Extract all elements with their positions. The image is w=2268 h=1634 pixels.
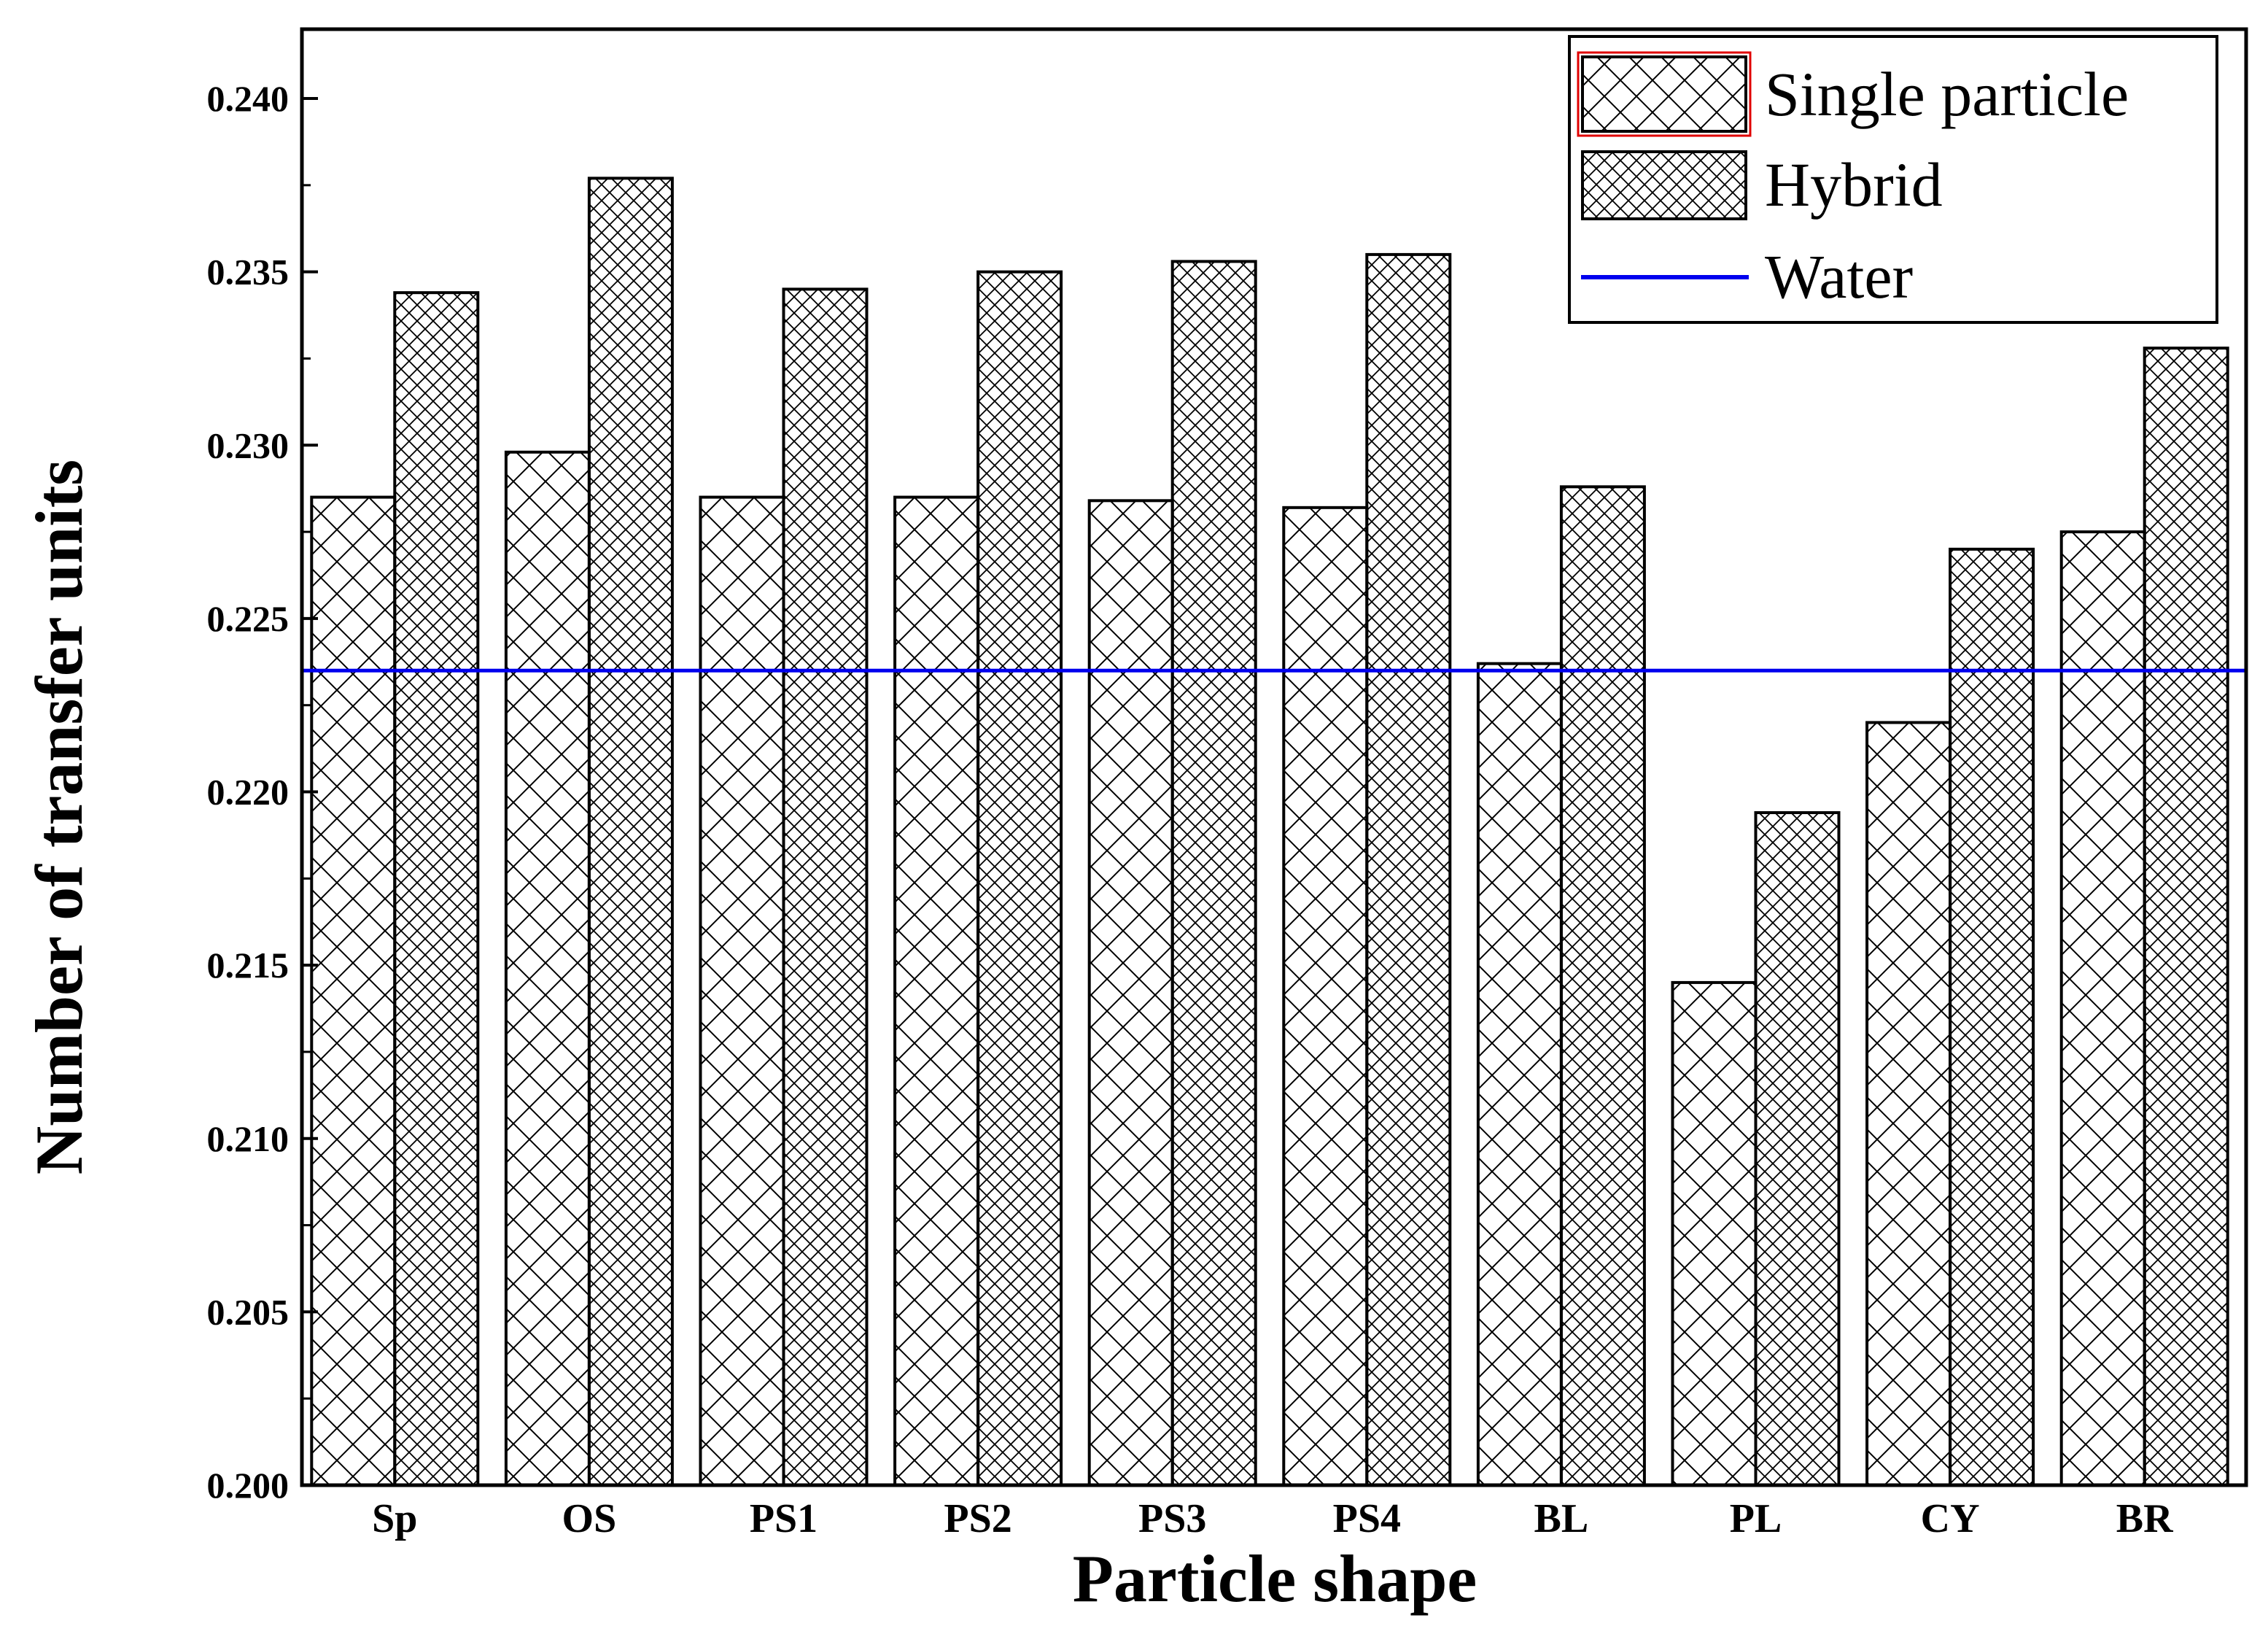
x-tick-label-bl: BL: [1534, 1496, 1589, 1541]
legend-swatch-highlight: [1577, 51, 1752, 137]
legend: Single particle Hybrid Water: [1568, 35, 2218, 324]
bar-single-particle-cy: [1865, 721, 1952, 1487]
y-tick-label: 0.215: [207, 945, 290, 986]
bar-single-particle-ps1: [699, 495, 785, 1487]
bar-single-particle-ps2: [893, 495, 980, 1487]
bar-hybrid-br: [2143, 346, 2229, 1487]
bar-hybrid-ps1: [782, 287, 869, 1487]
x-axis-labels: Sp OS PS1 PS2 PS3 PS4 BL PL CY BR: [372, 1496, 2173, 1541]
x-axis-title: Particle shape: [1073, 1541, 1477, 1616]
bar-single-particle-bl: [1476, 662, 1563, 1487]
x-tick-label-cy: CY: [1921, 1496, 1980, 1541]
x-tick-label-ps1: PS1: [750, 1496, 818, 1541]
y-tick-label: 0.220: [207, 772, 290, 813]
bar-hybrid-os: [587, 177, 674, 1487]
legend-swatch-hybrid: [1581, 150, 1747, 220]
y-tick-label: 0.230: [207, 425, 290, 465]
y-tick-label: 0.225: [207, 598, 290, 639]
x-tick-label-ps4: PS4: [1333, 1496, 1401, 1541]
x-tick-label-ps2: PS2: [944, 1496, 1011, 1541]
y-tick-label: 0.240: [207, 78, 290, 119]
bar-single-particle-br: [2059, 530, 2146, 1487]
bar-hybrid-bl: [1559, 485, 1646, 1487]
x-tick-label-ps3: PS3: [1138, 1496, 1206, 1541]
y-axis-ticks: 0.200 0.205 0.210 0.215 0.220 0.225 0.230 0.235…: [207, 78, 318, 1506]
legend-label-water: Water: [1765, 241, 1913, 311]
bar-single-particle-pl: [1671, 980, 1758, 1487]
x-tick-label-pl: PL: [1730, 1496, 1782, 1541]
x-tick-label-br: BR: [2116, 1496, 2173, 1541]
x-tick-label-sp: Sp: [372, 1496, 417, 1541]
bar-hybrid-ps2: [976, 270, 1063, 1487]
legend-swatch-single-particle: [1581, 55, 1747, 133]
x-tick-label-os: OS: [562, 1496, 617, 1541]
y-tick-label: 0.200: [207, 1465, 290, 1506]
bar-hybrid-ps4: [1365, 252, 1452, 1487]
bar-hybrid-ps3: [1170, 260, 1257, 1487]
y-axis-title: Number of transfer units: [22, 460, 96, 1174]
bar-single-particle-sp: [310, 495, 397, 1487]
bar-single-particle-ps4: [1282, 506, 1369, 1487]
bar-single-particle-ps3: [1087, 499, 1174, 1487]
bar-hybrid-sp: [393, 291, 480, 1487]
legend-label-hybrid: Hybrid: [1765, 150, 1943, 220]
y-tick-label: 0.235: [207, 252, 290, 293]
bar-single-particle-os: [504, 450, 591, 1487]
bar-hybrid-cy: [1949, 547, 2035, 1487]
y-tick-label: 0.205: [207, 1291, 290, 1332]
bar-hybrid-pl: [1754, 811, 1841, 1487]
y-tick-label: 0.210: [207, 1118, 290, 1159]
legend-label-single-particle: Single particle: [1765, 59, 2129, 129]
bars-group: [310, 177, 2229, 1487]
plot-frame: [300, 27, 2248, 1487]
